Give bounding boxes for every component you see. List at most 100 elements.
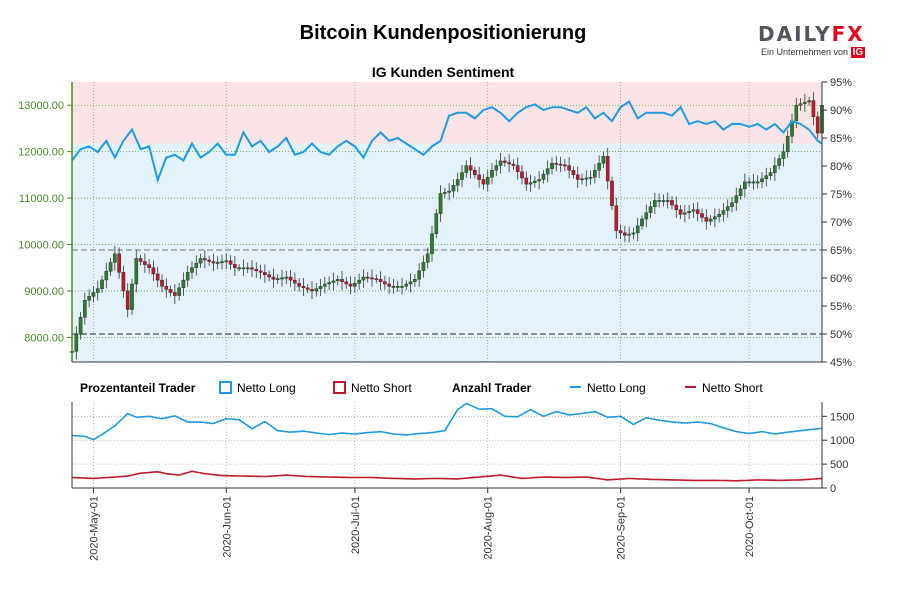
candle-body [237,267,241,270]
candle-body [575,174,580,180]
candle-body [233,264,237,268]
candle-body [370,277,374,280]
candle-body [318,286,323,289]
candle-body [567,165,571,171]
candle-body [635,225,640,234]
candle-body [378,279,383,282]
price-tick-label: 9000.00 [24,286,64,298]
candle-body [725,206,730,211]
candle-body [211,261,216,264]
price-tick-label: 10000.00 [18,240,64,252]
candle-body [708,218,713,222]
pct-tick-label: 90% [830,105,852,117]
candle-body [130,283,134,310]
candle-body [413,279,417,282]
pct-tick-label: 65% [830,245,852,257]
candle-body [730,202,734,207]
candle-body [383,281,387,285]
candle-body [263,272,267,275]
candle-body [511,163,516,166]
candle-body [323,283,327,287]
candle-body [181,279,186,289]
candle-body [764,175,769,179]
count-short-line [71,470,823,482]
candle-body [798,103,803,106]
candle-body [293,279,297,284]
count-long-line [71,402,823,441]
candle-body [87,296,91,301]
candle-body [541,173,546,180]
candle-body [374,278,379,280]
candle-body [563,164,567,167]
candle-body [297,283,301,287]
candle-body [623,232,627,236]
candle-body [301,286,306,289]
candle-body [593,170,597,178]
price-tick-label: 12000.00 [18,147,64,159]
candle-body [395,286,400,288]
candle-body [138,258,143,262]
x-tick-label: 2020-May-01 [88,496,100,561]
candle-body [391,286,396,288]
candle-body [310,289,314,292]
candle-body [190,267,194,273]
candle-body [438,193,443,214]
candle-body [408,281,413,285]
candle-body [108,262,113,272]
count-tick-label: 1500 [830,411,854,423]
candle-body [515,165,520,172]
candle-body [100,279,104,289]
candle-body [125,290,130,310]
candle-body [503,160,507,163]
candle-body [241,267,246,270]
candle-body [353,283,357,287]
candle-body [653,200,657,207]
pct-tick-label: 80% [830,161,852,173]
candle-body [357,279,361,284]
candle-body [631,232,636,235]
candle-body [78,317,83,335]
candle-body [425,253,430,263]
pct-tick-label: 95% [830,77,852,89]
candle-body [743,181,747,189]
candle-body [588,176,593,179]
candle-body [618,230,623,234]
pct-tick-label: 70% [830,217,852,229]
trader-count-panel: 0 500 1000 1500 [71,402,854,495]
dailyfx-logo[interactable]: DAILYFX Ein Unternehmen von IG [758,22,868,62]
candle-body [348,283,353,287]
candle-body [327,282,331,285]
candle-body [605,156,610,182]
candle-body [361,276,366,281]
candle-body [164,286,169,290]
candle-body [815,116,820,134]
candle-body [267,274,271,278]
candle-body [683,212,687,215]
pct-tick-label: 85% [830,133,852,145]
candle-body [74,334,79,352]
candle-body [134,258,139,285]
candle-body [477,174,481,180]
candle-body [807,100,811,103]
candle-body [387,283,391,287]
candle-body [747,181,751,184]
candle-body [674,204,679,210]
price-tick-label: 11000.00 [19,193,64,205]
candle-body [434,213,439,234]
x-tick-label: 2020-Sep-01 [616,496,628,560]
candle-body [365,276,370,279]
candle-body [794,105,799,121]
count-tick-label: 1000 [830,435,854,447]
candle-body [160,279,164,287]
candle-body [117,253,121,273]
candle-body [147,264,151,268]
ig-logo: IG [850,47,866,58]
candle-body [83,300,87,318]
candle-body [785,135,790,152]
candle-body [610,180,614,207]
candle-body [700,213,704,218]
candle-body [464,165,469,173]
count-tick-label: 500 [830,459,848,471]
candle-body [777,158,781,166]
candle-body [550,163,554,169]
